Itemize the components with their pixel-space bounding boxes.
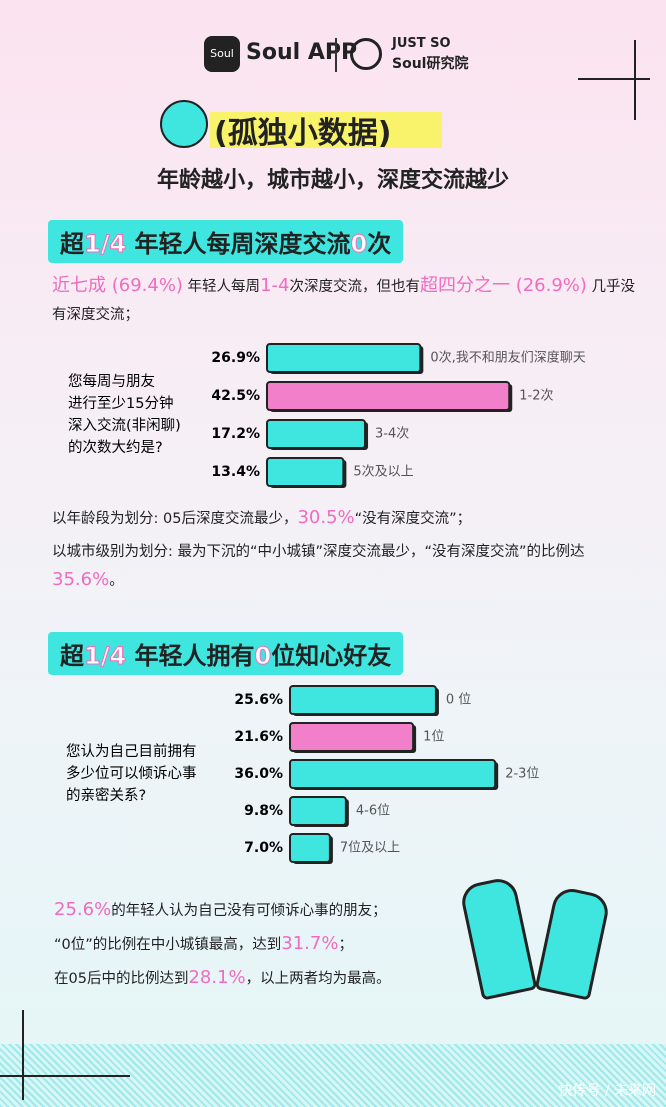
value-label: 21.6% [234,729,283,745]
value-label: 26.9% [211,350,260,366]
question: 您认为自己目前拥有 [66,743,197,760]
highlight-text: 35.6% [52,569,110,590]
highlight-text: 近七成 (69.4%) [52,275,183,296]
bar [289,833,331,863]
lab-top: JUST SO [392,36,451,51]
bar [266,343,422,373]
question: 进行至少15分钟 [68,395,173,412]
bar [289,759,497,789]
category-label: 1-2次 [519,388,553,404]
figure-right [534,885,612,1001]
figure-left [458,875,538,1001]
value-label: 42.5% [211,388,260,404]
text: 在05后中的比例达到 [54,971,189,987]
text: 位知心好友 [271,642,392,670]
value-label: 13.4% [211,464,260,480]
highlight-text: 31.7% [281,933,339,954]
section2-note: 25.6%的年轻人认为自己没有可倾诉心事的朋友； [54,896,387,925]
text: “0位”的比例在中小城镇最高，达到 [54,937,282,953]
cross-v [22,1010,24,1100]
subtitle: 年龄越小，城市越小，深度交流越少 [156,168,509,193]
text: ； [338,937,353,953]
text: ，以上两者均为最高。 [245,971,391,987]
divider [335,38,337,72]
bar [289,722,415,752]
bar [266,381,511,411]
text: 年轻人拥有 [126,642,255,670]
section1-note: 以城市级别为划分: 最为下沉的“中小城镇”深度交流最少，“没有深度交流”的比例达… [52,538,622,595]
lab-bottom: Soul研究院 [392,56,469,72]
highlight-text: 0 [254,642,272,671]
category-label: 5次及以上 [353,464,413,480]
section2-note: “0位”的比例在中小城镇最高，达到31.7%； [54,930,353,959]
section2-heading: 超1/4 年轻人拥有0位知心好友 [48,632,404,675]
question: 的次数大约是? [68,439,163,456]
text: 的年轻人认为自己没有可倾诉心事的朋友； [111,903,387,919]
category-label: 2-3位 [505,767,539,782]
text: 年轻人每周深度交流 [126,230,351,258]
highlight-text: 1/4 [83,642,127,671]
category-label: 0次,我不和朋友们深度聊天 [430,350,585,366]
category-label: 3-4次 [375,426,409,442]
bar [289,796,347,826]
value-label: 9.8% [244,803,283,819]
highlight-text: 0 [350,230,368,259]
text: 超 [60,230,84,258]
category-label: 4-6位 [356,804,390,819]
text: 。 [109,573,124,589]
title: (孤独小数据) [214,116,392,151]
bar [289,685,437,715]
lab-icon [350,38,382,70]
highlight-text: 30.5% [297,507,355,528]
section1-heading: 超1/4 年轻人每周深度交流0次 [48,220,404,263]
brand: Soul APP [246,40,358,65]
watermark: 快传号 / 未来网 [558,1083,656,1099]
question: 您每周与朋友 [68,373,155,390]
value-label: 7.0% [244,840,283,856]
category-label: 1位 [423,730,444,745]
section2-note: 在05后中的比例达到28.1%，以上两者均为最高。 [54,964,391,993]
title-bg [210,112,442,148]
text: 以城市级别为划分: 最为下沉的“中小城镇”深度交流最少，“没有深度交流”的比例达 [52,544,585,560]
section1-note: 以年龄段为划分: 05后深度交流最少，30.5%“没有深度交流”； [52,504,642,533]
cross-v [634,40,636,120]
highlight-text: 1/4 [83,230,127,259]
text: 超 [60,642,84,670]
text: “没有深度交流”； [354,511,472,527]
text: 以年龄段为划分: 05后深度交流最少， [52,511,298,527]
highlight-text: 1-4 [260,275,290,296]
question: 深入交流(非闲聊) [68,416,181,434]
text: 次深度交流，但也有 [289,279,420,295]
highlight-text: 28.1% [188,967,246,988]
section1-intro: 近七成 (69.4%) 年轻人每周1-4次深度交流，但也有超四分之一 (26.9… [52,272,642,329]
text: 年轻人每周 [182,279,261,295]
title-icon [160,100,208,148]
question: 的亲密关系? [66,787,146,804]
question: 多少位可以倾诉心事 [66,765,197,782]
category-label: 0 位 [446,693,471,708]
logo-icon: Soul [204,36,240,72]
bar [266,457,345,487]
text: 次 [367,230,392,258]
value-label: 25.6% [234,692,283,708]
highlight-text: 超四分之一 (26.9%) [419,275,587,296]
text: 几乎没有深度交流； [52,279,636,323]
highlight-text: 25.6% [54,899,112,920]
value-label: 36.0% [234,766,283,782]
cross-h [578,78,650,80]
category-label: 7位及以上 [340,841,400,856]
cross-h [0,1075,130,1077]
bar [266,419,367,449]
value-label: 17.2% [211,426,260,442]
